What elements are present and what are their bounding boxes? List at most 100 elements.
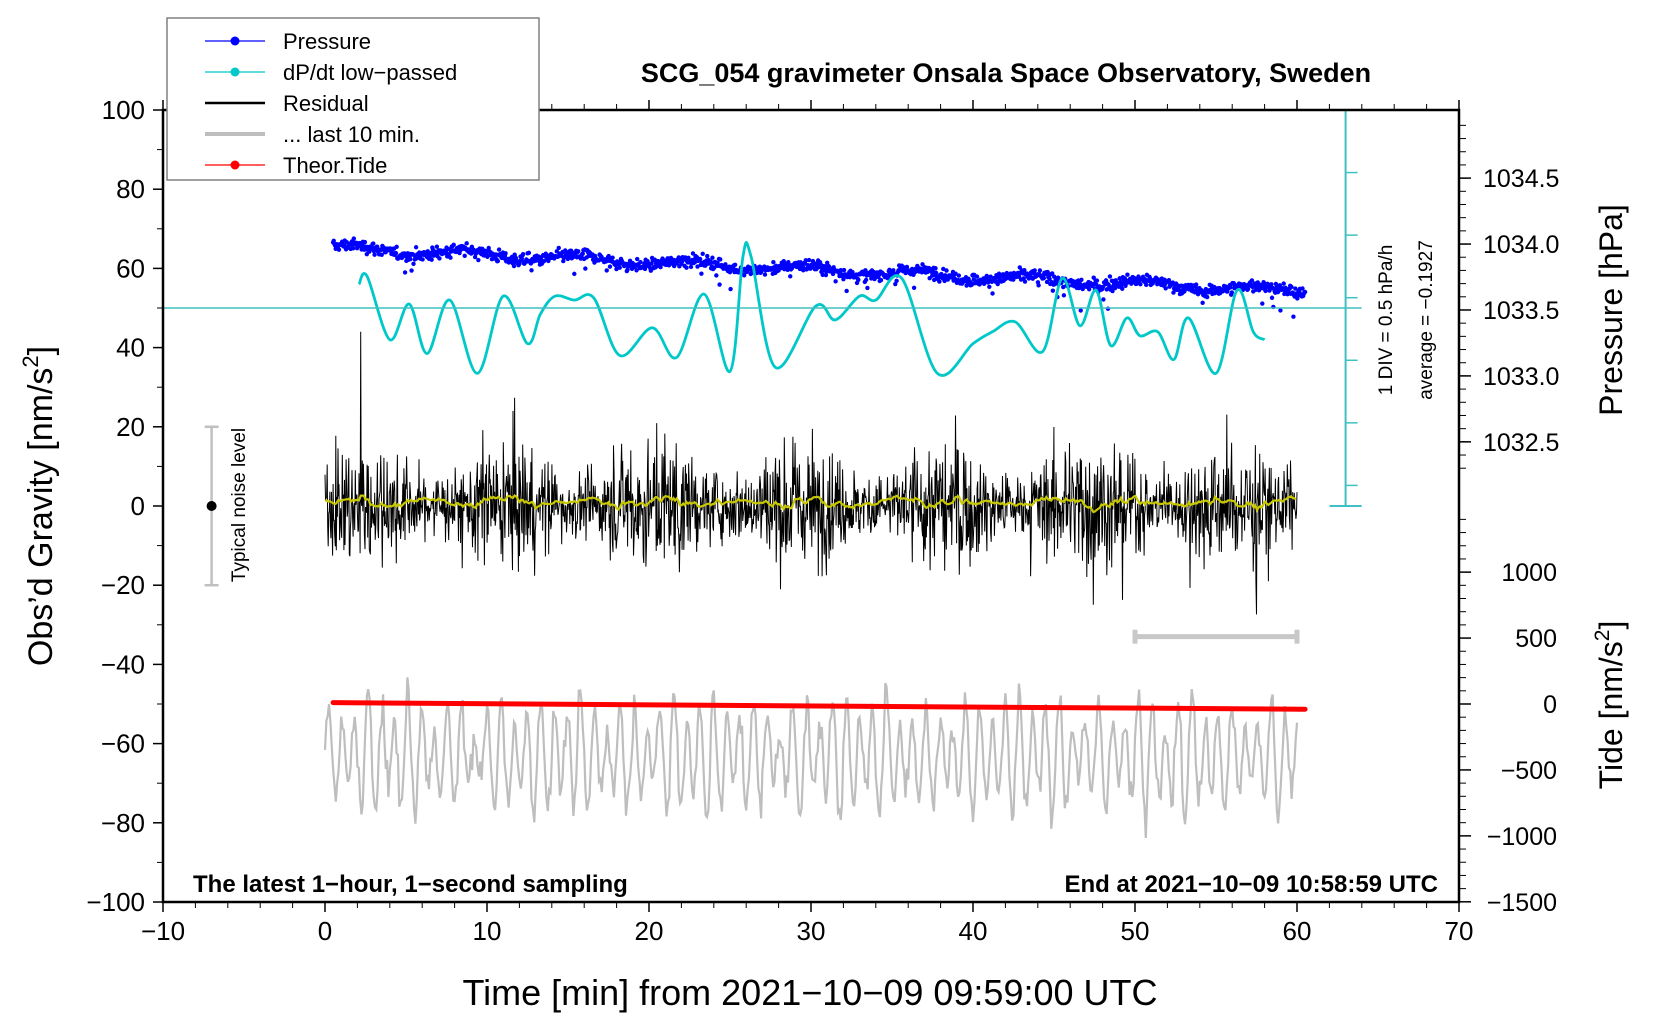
pressure-point	[462, 253, 467, 258]
pressure-point	[1166, 278, 1172, 283]
pressure-point	[705, 253, 710, 259]
pressure-point	[526, 250, 532, 256]
pressure-point	[844, 288, 849, 294]
pressure-point	[841, 277, 846, 282]
tide-tick-label: 500	[1515, 625, 1557, 653]
legend-label: dP/dt low−passed	[283, 60, 457, 85]
pressure-point	[1061, 293, 1067, 298]
pressure-point	[495, 258, 501, 264]
pressure-point	[607, 264, 613, 269]
pressure-point	[820, 272, 825, 278]
pressure-point	[496, 247, 502, 252]
pressure-tick-label: 1034.5	[1483, 165, 1559, 193]
pressure-point	[1041, 275, 1046, 281]
dpdt-average-label: average = −0.1927	[1416, 240, 1437, 400]
pressure-point	[372, 252, 377, 257]
pressure-point	[561, 258, 566, 264]
y-tick-label: −20	[101, 570, 145, 600]
noise-center-dot	[206, 501, 217, 511]
tide-axis-label-main: Tide [nm/s	[1593, 641, 1629, 789]
pressure-point	[371, 241, 376, 246]
pressure-point	[511, 263, 517, 269]
pressure-point	[1302, 289, 1308, 295]
x-tick-label: 10	[473, 916, 502, 946]
pressure-point	[697, 256, 703, 262]
y-axis-label-sup: 2	[18, 355, 43, 367]
pressure-point	[933, 266, 938, 271]
pressure-point	[486, 245, 491, 251]
pressure-point	[714, 273, 719, 278]
pressure-point	[974, 274, 980, 279]
pressure-point	[856, 277, 861, 283]
pressure-point	[1125, 272, 1130, 277]
pressure-point	[1144, 282, 1149, 288]
residual-line	[324, 331, 1298, 615]
pressure-point	[1086, 287, 1092, 292]
pressure-point	[580, 251, 585, 256]
pressure-point	[742, 273, 747, 278]
pressure-point	[933, 270, 939, 276]
pressure-point	[710, 255, 715, 260]
pressure-point	[1036, 283, 1041, 288]
pressure-point	[723, 262, 728, 267]
y-tick-label: 60	[116, 253, 145, 283]
y-axis-label: Obs’d Gravity [nm/s2]	[18, 346, 60, 666]
legend-marker	[230, 160, 240, 170]
pressure-tick-label: 1034.0	[1483, 231, 1559, 259]
pressure-point	[1107, 274, 1113, 279]
pressure-point	[336, 247, 342, 252]
pressure-point	[679, 259, 685, 264]
pressure-point	[1045, 269, 1050, 275]
pressure-point	[393, 251, 399, 256]
pressure-point	[995, 281, 1000, 287]
pressure-point	[841, 267, 847, 273]
x-tick-label: 40	[959, 916, 988, 946]
pressure-point	[894, 278, 899, 284]
pressure-point	[1032, 268, 1037, 273]
pressure-point	[351, 246, 356, 251]
pressure-point	[1022, 267, 1027, 273]
tide-tick-label: 1000	[1501, 559, 1557, 587]
pressure-point	[464, 241, 469, 246]
pressure-point	[437, 256, 442, 261]
pressure-point	[718, 257, 723, 262]
pressure-point	[987, 284, 992, 290]
pressure-point	[1044, 279, 1050, 285]
y-tick-label: 40	[116, 333, 145, 363]
annotation-end-time: End at 2021−10−09 10:58:59 UTC	[1064, 871, 1438, 898]
pressure-point	[943, 273, 948, 278]
pressure-point	[863, 268, 868, 273]
pressure-point	[1269, 295, 1275, 300]
y-tick-label: −40	[101, 649, 145, 679]
x-tick-label: 50	[1121, 916, 1150, 946]
pressure-point	[1100, 284, 1105, 290]
pressure-point	[904, 264, 910, 270]
pressure-point	[1094, 278, 1100, 283]
pressure-point	[402, 270, 408, 275]
pressure-point	[413, 245, 419, 250]
pressure-point	[1281, 281, 1286, 286]
tide-axis-label-sup: 2	[1591, 630, 1614, 642]
pressure-point	[771, 259, 776, 265]
pressure-point	[576, 249, 581, 254]
axes: −10 0 10 20 30 40 50 60 70−100−80−60−40−20020406…	[86, 95, 1559, 946]
pressure-point	[1110, 288, 1115, 294]
x-axis-label: Time [min] from 2021−10−09 09:59:00 UTC	[462, 972, 1157, 1013]
x-tick-label: 30	[797, 916, 826, 946]
tide-series	[330, 700, 1308, 712]
pressure-point	[788, 274, 793, 279]
pressure-point	[411, 261, 416, 267]
pressure-point	[806, 257, 812, 263]
pressure-point	[956, 273, 962, 278]
pressure-point	[1249, 278, 1255, 283]
pressure-point	[911, 285, 917, 290]
pressure-point	[351, 236, 357, 241]
pressure-point	[891, 268, 896, 273]
tide-tick-label: −500	[1501, 757, 1557, 785]
legend-label: ... last 10 min.	[283, 122, 420, 147]
y-tick-label: 0	[131, 491, 145, 521]
pressure-point	[1079, 277, 1084, 282]
y-tick-label: 80	[116, 174, 145, 204]
tide-axis-label: Tide [nm/s2]	[1591, 621, 1629, 790]
